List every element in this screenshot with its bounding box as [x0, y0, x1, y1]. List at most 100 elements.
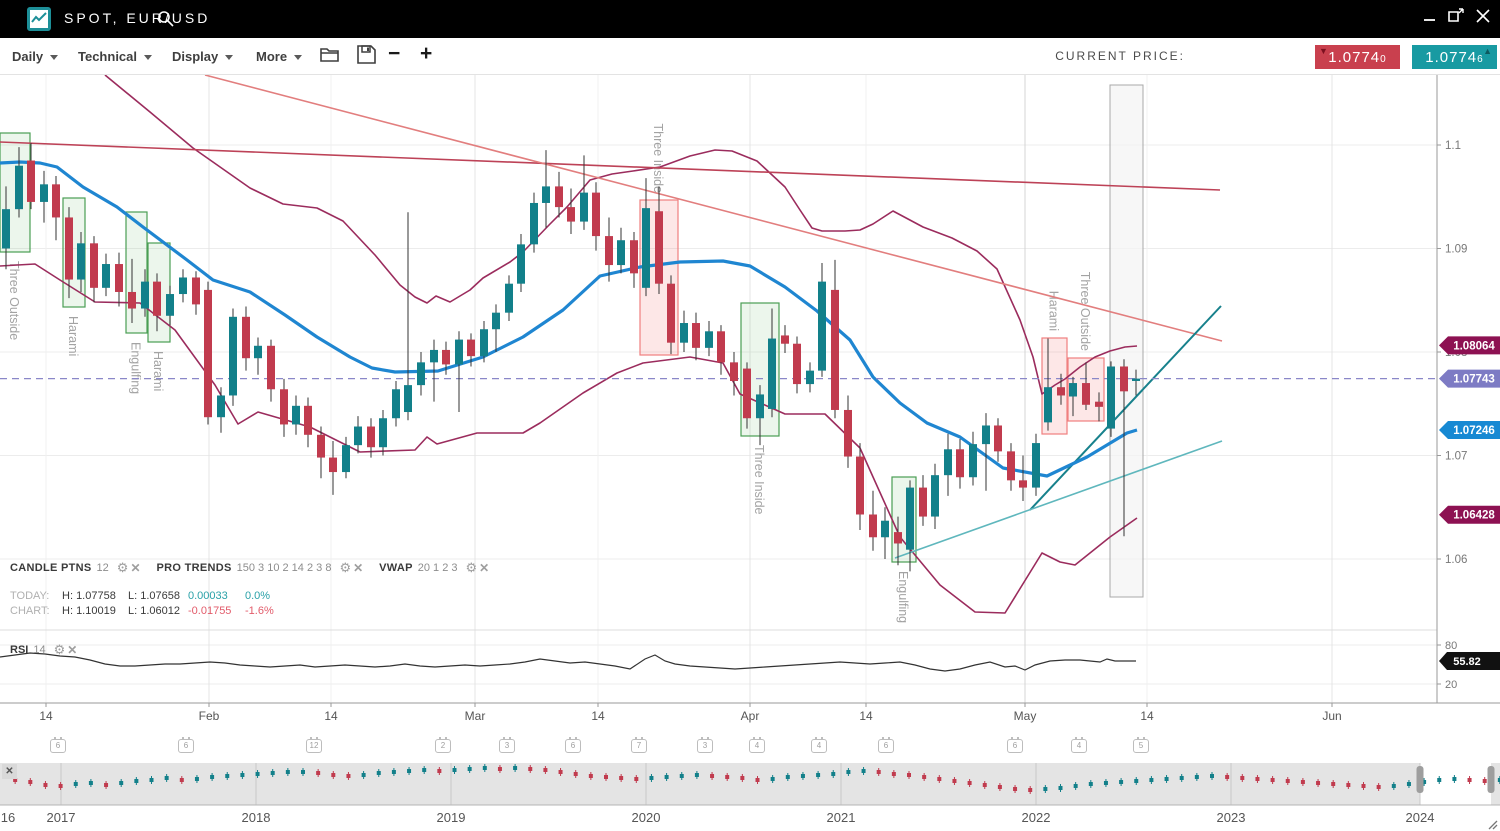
candle[interactable]	[856, 456, 864, 515]
navigator-close-button[interactable]: ✕	[2, 764, 17, 779]
candle[interactable]	[242, 316, 250, 359]
candle[interactable]	[743, 368, 751, 419]
candle[interactable]	[1095, 401, 1103, 407]
menu-technical[interactable]: Technical	[78, 38, 153, 74]
candle[interactable]	[667, 283, 675, 343]
zoom-in-button[interactable]: +	[420, 42, 433, 65]
close-icon[interactable]: ✕	[353, 561, 364, 575]
candle[interactable]	[115, 264, 123, 292]
candle[interactable]	[404, 385, 412, 413]
candle[interactable]	[793, 343, 801, 385]
candle[interactable]	[430, 349, 438, 363]
candle[interactable]	[555, 186, 563, 208]
candle[interactable]	[292, 405, 300, 425]
candle[interactable]	[944, 449, 952, 476]
candle[interactable]	[317, 434, 325, 458]
candle[interactable]	[730, 362, 738, 381]
candle[interactable]	[881, 520, 889, 538]
candle[interactable]	[642, 208, 650, 288]
candle[interactable]	[705, 331, 713, 348]
calendar-pattern-badge[interactable]: 3	[499, 737, 515, 753]
candle[interactable]	[806, 370, 814, 385]
candle[interactable]	[982, 425, 990, 445]
candle[interactable]	[15, 165, 23, 210]
save-icon[interactable]	[357, 45, 376, 69]
candle[interactable]	[655, 211, 663, 284]
candle[interactable]	[354, 426, 362, 446]
candle[interactable]	[831, 289, 839, 410]
candle[interactable]	[280, 389, 288, 425]
calendar-pattern-badge[interactable]: 6	[50, 737, 66, 753]
gear-icon[interactable]: ⚙	[339, 560, 352, 575]
calendar-pattern-badge[interactable]: 6	[178, 737, 194, 753]
calendar-pattern-badge[interactable]: 12	[306, 737, 322, 753]
candle[interactable]	[931, 475, 939, 517]
candle[interactable]	[1132, 378, 1140, 381]
gear-icon[interactable]: ⚙	[465, 560, 478, 575]
candle[interactable]	[267, 345, 275, 390]
candle[interactable]	[517, 244, 525, 284]
candle[interactable]	[1044, 387, 1052, 423]
candle[interactable]	[1019, 480, 1027, 488]
calendar-pattern-badge[interactable]: 6	[565, 737, 581, 753]
candle[interactable]	[580, 192, 588, 222]
candle[interactable]	[680, 323, 688, 343]
candle[interactable]	[530, 202, 538, 245]
candle[interactable]	[1107, 366, 1115, 429]
close-icon[interactable]: ✕	[479, 561, 490, 575]
candle[interactable]	[65, 217, 73, 280]
menu-daily[interactable]: Daily	[12, 38, 59, 74]
calendar-pattern-badge[interactable]: 5	[1133, 737, 1149, 753]
candle[interactable]	[367, 426, 375, 448]
minimize-icon[interactable]	[1423, 9, 1436, 22]
menu-display[interactable]: Display	[172, 38, 234, 74]
candle[interactable]	[304, 405, 312, 435]
candle[interactable]	[455, 339, 463, 365]
pattern-box[interactable]	[125, 211, 148, 334]
calendar-pattern-badge[interactable]: 2	[435, 737, 451, 753]
navigator-handle[interactable]	[1416, 766, 1424, 793]
candle[interactable]	[567, 207, 575, 222]
candle[interactable]	[781, 335, 789, 344]
navigator-selection[interactable]	[1420, 763, 1491, 805]
close-icon[interactable]	[1476, 8, 1490, 23]
candle[interactable]	[102, 264, 110, 288]
calendar-pattern-badge[interactable]: 4	[1071, 737, 1087, 753]
candle[interactable]	[1069, 383, 1077, 397]
candle[interactable]	[467, 339, 475, 357]
calendar-pattern-badge[interactable]: 7	[631, 737, 647, 753]
candle[interactable]	[90, 243, 98, 288]
candle[interactable]	[605, 236, 613, 266]
candle[interactable]	[768, 338, 776, 409]
candle[interactable]	[969, 444, 977, 478]
gear-icon[interactable]: ⚙	[53, 642, 66, 657]
candle[interactable]	[217, 395, 225, 418]
candle[interactable]	[52, 184, 60, 218]
candle[interactable]	[617, 240, 625, 266]
candle[interactable]	[717, 331, 725, 363]
candle[interactable]	[480, 329, 488, 357]
candle[interactable]	[27, 160, 35, 202]
candle[interactable]	[906, 487, 914, 550]
candle[interactable]	[956, 449, 964, 478]
candle[interactable]	[1057, 387, 1065, 396]
candle[interactable]	[1032, 443, 1040, 488]
candle[interactable]	[869, 514, 877, 538]
candle[interactable]	[818, 281, 826, 371]
candle[interactable]	[192, 277, 200, 305]
candle[interactable]	[141, 281, 149, 309]
navigator-handle[interactable]	[1487, 766, 1495, 793]
candle[interactable]	[229, 316, 237, 396]
candle[interactable]	[77, 243, 85, 280]
open-folder-icon[interactable]	[320, 45, 341, 68]
calendar-pattern-badge[interactable]: 3	[697, 737, 713, 753]
calendar-pattern-badge[interactable]: 4	[811, 737, 827, 753]
menu-more[interactable]: More	[256, 38, 303, 74]
candle[interactable]	[128, 291, 136, 309]
resize-grip-icon[interactable]	[1488, 820, 1498, 830]
candle[interactable]	[692, 323, 700, 348]
candle[interactable]	[204, 289, 212, 418]
candle[interactable]	[179, 277, 187, 295]
candle[interactable]	[329, 457, 337, 473]
calendar-pattern-badge[interactable]: 4	[749, 737, 765, 753]
